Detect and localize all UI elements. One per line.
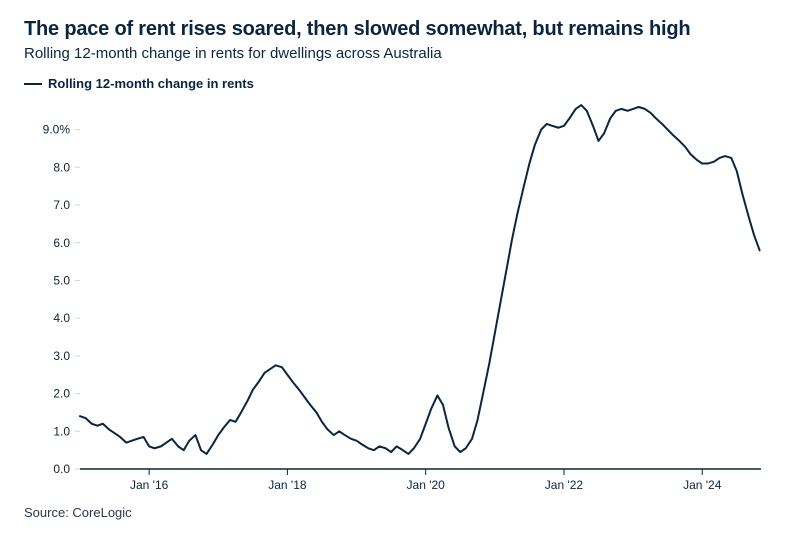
svg-text:Jan '20: Jan '20	[407, 478, 446, 492]
svg-text:6.0: 6.0	[53, 236, 70, 250]
svg-text:Jan '16: Jan '16	[130, 478, 169, 492]
svg-text:0.0: 0.0	[53, 462, 70, 476]
svg-text:Jan '22: Jan '22	[545, 478, 584, 492]
svg-text:Jan '24: Jan '24	[683, 478, 722, 492]
svg-text:9.0%: 9.0%	[43, 123, 71, 137]
chart-source: Source: CoreLogic	[24, 505, 771, 520]
svg-text:4.0: 4.0	[53, 311, 70, 325]
chart-legend: Rolling 12-month change in rents	[24, 76, 771, 91]
svg-text:5.0: 5.0	[53, 273, 70, 287]
svg-text:1.0: 1.0	[53, 424, 70, 438]
svg-text:3.0: 3.0	[53, 349, 70, 363]
legend-swatch	[24, 83, 42, 85]
svg-text:Jan '18: Jan '18	[268, 478, 307, 492]
svg-text:2.0: 2.0	[53, 387, 70, 401]
chart-title: The pace of rent rises soared, then slow…	[24, 18, 771, 41]
line-chart: 0.0 1.0 2.0 3.0 4.0 5.0 6.0 7.0 8.0 9.0% Jan '16 Ja…	[24, 97, 771, 497]
svg-text:7.0: 7.0	[53, 198, 70, 212]
svg-text:8.0: 8.0	[53, 160, 70, 174]
legend-label: Rolling 12-month change in rents	[48, 76, 254, 91]
chart-subtitle: Rolling 12-month change in rents for dwe…	[24, 45, 771, 62]
